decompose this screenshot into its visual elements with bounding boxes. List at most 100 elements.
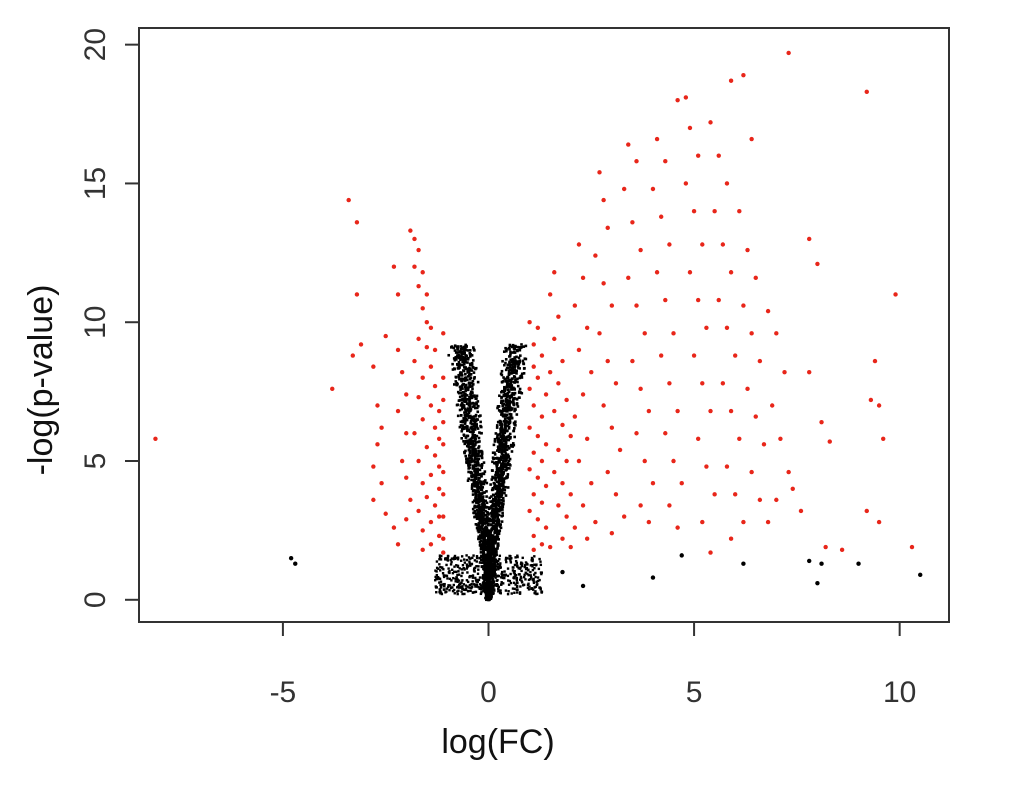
significant-point bbox=[432, 503, 438, 508]
significant-point bbox=[436, 436, 442, 442]
significant-point bbox=[634, 159, 639, 164]
non-significant-point-cloud bbox=[434, 343, 544, 602]
significant-point bbox=[572, 525, 578, 530]
non-significant-point bbox=[807, 558, 812, 564]
significant-point bbox=[547, 544, 553, 550]
significant-point bbox=[597, 170, 602, 175]
significant-point bbox=[626, 142, 631, 147]
non-significant-point bbox=[819, 561, 824, 566]
significant-point bbox=[552, 336, 557, 342]
significant-point bbox=[408, 497, 413, 503]
non-significant-point bbox=[741, 561, 746, 566]
significant-point bbox=[675, 408, 680, 414]
y-tick-label: 10 bbox=[79, 306, 112, 339]
significant-point bbox=[724, 464, 730, 469]
non-significant-point bbox=[293, 561, 298, 566]
significant-point bbox=[667, 242, 672, 247]
significant-point bbox=[646, 408, 652, 414]
y-axis-title: -log(p-value) bbox=[22, 285, 60, 476]
significant-point bbox=[807, 236, 812, 242]
significant-point bbox=[527, 425, 532, 430]
significant-point bbox=[535, 517, 541, 522]
significant-point bbox=[609, 425, 615, 430]
significant-point bbox=[358, 342, 364, 347]
significant-point bbox=[412, 431, 417, 436]
significant-point bbox=[560, 422, 565, 428]
significant-point bbox=[798, 508, 804, 514]
non-significant-point bbox=[560, 569, 565, 575]
significant-point bbox=[708, 408, 713, 414]
significant-point bbox=[790, 486, 795, 491]
significant-point bbox=[441, 331, 446, 336]
significant-point bbox=[350, 353, 356, 358]
significant-point bbox=[539, 542, 545, 547]
significant-point bbox=[716, 153, 721, 158]
significant-point bbox=[589, 481, 594, 486]
significant-point bbox=[535, 433, 541, 439]
significant-point bbox=[543, 442, 549, 447]
significant-point bbox=[539, 500, 545, 505]
significant-point bbox=[757, 497, 763, 503]
significant-point bbox=[679, 481, 684, 486]
significant-point bbox=[436, 408, 442, 414]
significant-point bbox=[881, 436, 886, 442]
significant-point bbox=[601, 281, 606, 286]
significant-point bbox=[535, 325, 541, 330]
significant-point bbox=[741, 303, 746, 308]
significant-point bbox=[728, 536, 734, 541]
significant-point bbox=[732, 492, 738, 497]
significant-point bbox=[535, 475, 541, 480]
significant-point bbox=[728, 78, 734, 83]
significant-point bbox=[675, 97, 680, 103]
significant-point bbox=[531, 492, 536, 497]
significant-point bbox=[375, 403, 380, 408]
significant-point bbox=[572, 414, 578, 419]
significant-point bbox=[708, 120, 713, 125]
significant-point bbox=[408, 228, 413, 233]
non-significant-point bbox=[650, 575, 656, 580]
x-axis-ticks: -5 0 5 10 bbox=[270, 622, 916, 709]
significant-point bbox=[613, 381, 619, 386]
significant-point bbox=[576, 242, 582, 247]
significant-point bbox=[441, 419, 446, 425]
significant-point bbox=[552, 270, 557, 275]
significant-point bbox=[395, 292, 401, 297]
significant-point bbox=[580, 392, 586, 397]
significant-point bbox=[642, 331, 647, 336]
significant-point bbox=[552, 469, 557, 475]
significant-point bbox=[580, 503, 586, 508]
significant-point bbox=[724, 181, 730, 186]
significant-point bbox=[732, 353, 738, 358]
significant-point bbox=[720, 242, 726, 247]
significant-point bbox=[556, 503, 561, 508]
significant-point bbox=[552, 408, 557, 414]
significant-point bbox=[704, 464, 709, 469]
significant-point bbox=[683, 181, 689, 186]
significant-point bbox=[584, 325, 590, 330]
significant-point bbox=[428, 364, 434, 369]
significant-point bbox=[634, 431, 639, 436]
significant-point bbox=[547, 369, 553, 375]
significant-point bbox=[646, 519, 652, 525]
significant-point bbox=[391, 264, 397, 269]
significant-point bbox=[621, 186, 627, 192]
significant-point bbox=[441, 514, 446, 519]
significant-point bbox=[593, 519, 598, 525]
significant-point bbox=[424, 292, 430, 297]
significant-point bbox=[720, 381, 726, 386]
significant-point bbox=[786, 50, 791, 56]
significant-point bbox=[428, 403, 434, 408]
significant-point bbox=[704, 325, 709, 330]
significant-point bbox=[428, 519, 434, 525]
significant-point bbox=[601, 197, 606, 203]
significant-point bbox=[383, 511, 388, 516]
significant-point bbox=[609, 530, 615, 536]
significant-point bbox=[576, 458, 582, 464]
significant-point bbox=[560, 481, 565, 486]
significant-point bbox=[560, 358, 565, 364]
significant-point bbox=[404, 431, 409, 436]
significant-point bbox=[663, 297, 668, 303]
non-significant-point bbox=[815, 580, 820, 586]
significant-point bbox=[395, 542, 401, 547]
significant-point bbox=[416, 458, 421, 464]
